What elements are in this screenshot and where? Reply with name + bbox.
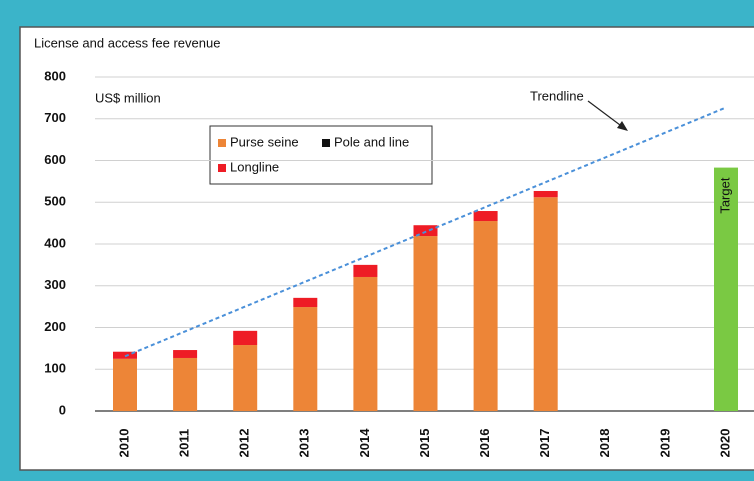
bar-segment: [353, 264, 378, 277]
legend-label: Purse seine: [230, 134, 299, 149]
legend-label: Longline: [230, 159, 279, 174]
x-tick-label: 2010: [116, 429, 131, 458]
y-tick-label: 100: [44, 361, 66, 376]
bar-segment: [173, 350, 198, 358]
bar-segment: [173, 357, 198, 411]
bar-segment: [113, 358, 137, 411]
y-tick-label: 0: [59, 402, 66, 417]
legend-swatch: [218, 139, 226, 147]
y-tick-label: 800: [44, 68, 66, 83]
x-tick-label: 2020: [717, 429, 732, 458]
arrow-head: [617, 121, 628, 131]
x-tick-label: 2019: [657, 429, 672, 458]
bar-segment: [293, 297, 318, 308]
bar-segment: [413, 236, 438, 411]
legend-swatch: [218, 164, 226, 172]
x-tick-label: 2014: [357, 428, 372, 458]
y-tick-label: 500: [44, 194, 66, 209]
x-tick-label: 2016: [477, 429, 492, 458]
legend: Purse seine Pole and line Longline: [209, 125, 433, 185]
bar-segment: [714, 167, 738, 411]
bar-segment: [533, 197, 558, 411]
y-tick-label: 200: [44, 319, 66, 334]
bar-segment: [413, 225, 438, 237]
chart-title: License and access fee revenue: [34, 35, 220, 50]
legend-swatch: [322, 139, 330, 147]
bar-segment: [293, 307, 318, 411]
x-tick-label: 2012: [237, 429, 252, 458]
bar-segment: [533, 190, 558, 198]
y-tick-label: 600: [44, 152, 66, 167]
legend-box: [209, 125, 433, 185]
y-axis-label: US$ million: [95, 90, 161, 105]
x-tick-label: 2011: [177, 429, 192, 457]
x-tick-label: 2018: [597, 429, 612, 458]
y-tick-label: 300: [44, 277, 66, 292]
legend-label: Pole and line: [334, 134, 409, 149]
trendline: [124, 106, 727, 358]
x-tick-label: 2013: [297, 429, 312, 458]
x-tick-label: 2017: [537, 429, 552, 458]
y-tick-label: 400: [44, 235, 66, 250]
bar-segment: [233, 345, 258, 411]
annotation-arrow: [587, 100, 625, 129]
target-label: Target: [717, 177, 732, 214]
bar-segment: [473, 221, 498, 411]
bar-segment: [353, 276, 378, 411]
bar-segment: [473, 211, 498, 222]
y-tick-label: 700: [44, 110, 66, 125]
bar-segment: [233, 330, 258, 346]
x-tick-label: 2015: [417, 429, 432, 458]
trendline-label: Trendline: [530, 88, 584, 103]
